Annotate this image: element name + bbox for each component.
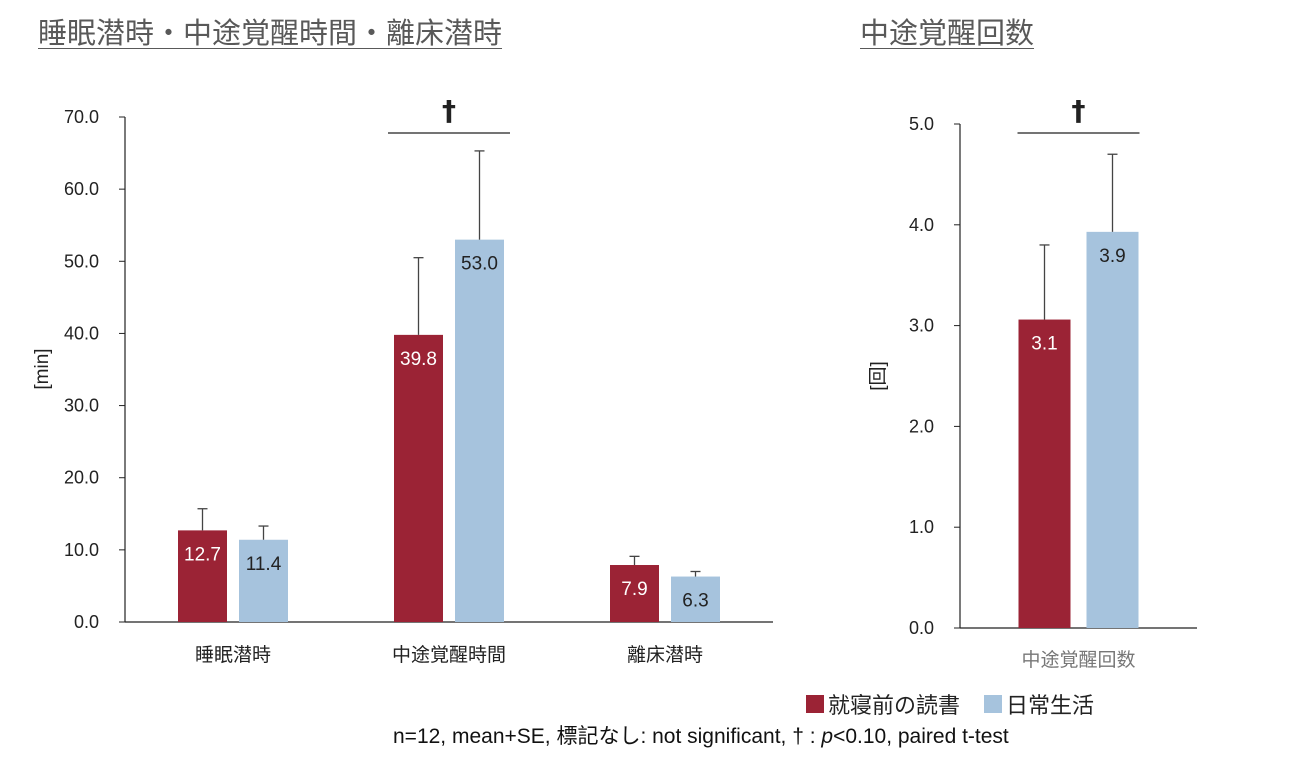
left-data-label: 39.8 bbox=[400, 349, 437, 370]
left-y-tick-label: 50.0 bbox=[64, 251, 99, 271]
left-chart-title: 睡眠潜時・中途覚醒時間・離床潜時 bbox=[38, 16, 503, 50]
left-y-tick-label: 40.0 bbox=[64, 323, 99, 343]
left-bar-reading bbox=[178, 530, 227, 622]
right-data-label: 3.9 bbox=[1099, 246, 1125, 267]
right-y-tick-label: 3.0 bbox=[909, 316, 934, 336]
left-category-label: 中途覚醒時間 bbox=[392, 644, 506, 666]
left-y-tick-label: 10.0 bbox=[64, 540, 99, 560]
legend: 就寝前の読書 日常生活 bbox=[806, 688, 1118, 720]
right-significance-mark: † bbox=[1072, 94, 1086, 127]
right-y-tick-label: 1.0 bbox=[909, 517, 934, 537]
right-y-axis-label: [回] bbox=[868, 361, 889, 391]
footnote-p-symbol: p bbox=[821, 725, 834, 748]
left-y-axis-label: [min] bbox=[32, 348, 53, 389]
left-bar-reading bbox=[610, 565, 659, 622]
left-data-label: 12.7 bbox=[184, 544, 221, 565]
legend-swatch-reading bbox=[806, 695, 824, 713]
right-y-tick-label: 0.0 bbox=[909, 618, 934, 638]
right-y-tick-label: 2.0 bbox=[909, 416, 934, 436]
right-y-tick-label: 5.0 bbox=[909, 114, 934, 134]
left-category-label: 睡眠潜時 bbox=[195, 644, 271, 666]
left-category-label: 離床潜時 bbox=[627, 644, 703, 666]
left-data-label: 7.9 bbox=[621, 579, 647, 600]
left-y-tick-label: 20.0 bbox=[64, 468, 99, 488]
right-chart-title: 中途覚醒回数 bbox=[860, 16, 1035, 50]
left-y-tick-label: 30.0 bbox=[64, 396, 99, 416]
left-y-tick-label: 60.0 bbox=[64, 179, 99, 199]
right-bar-daily bbox=[1086, 231, 1139, 628]
right-category-label: 中途覚醒回数 bbox=[1021, 649, 1135, 671]
left-data-label: 11.4 bbox=[246, 554, 282, 575]
left-bar-daily bbox=[671, 576, 720, 622]
left-significance-mark: † bbox=[442, 94, 456, 127]
legend-swatch-daily bbox=[984, 695, 1003, 713]
legend-label-daily: 日常生活 bbox=[1006, 694, 1095, 719]
legend-item-reading: 就寝前の読書 bbox=[806, 688, 960, 720]
legend-label-reading: 就寝前の読書 bbox=[828, 694, 961, 719]
left-y-tick-label: 70.0 bbox=[64, 107, 99, 127]
left-bar-reading bbox=[394, 334, 443, 622]
left-data-label: 53.0 bbox=[461, 254, 498, 275]
footnote-prefix: n=12, mean+SE, 標記なし: not significant, † … bbox=[393, 725, 822, 748]
left-y-tick-label: 0.0 bbox=[74, 612, 99, 632]
left-bar-daily bbox=[239, 539, 288, 622]
footnote-suffix: <0.10, paired t-test bbox=[833, 725, 1009, 748]
legend-item-daily: 日常生活 bbox=[984, 688, 1094, 720]
footnote: n=12, mean+SE, 標記なし: not significant, † … bbox=[393, 720, 1009, 750]
left-bar-daily bbox=[455, 239, 504, 622]
right-bar-reading bbox=[1018, 319, 1071, 628]
right-data-label: 3.1 bbox=[1031, 334, 1057, 355]
right-y-tick-label: 4.0 bbox=[909, 215, 934, 235]
left-data-label: 6.3 bbox=[682, 591, 708, 612]
